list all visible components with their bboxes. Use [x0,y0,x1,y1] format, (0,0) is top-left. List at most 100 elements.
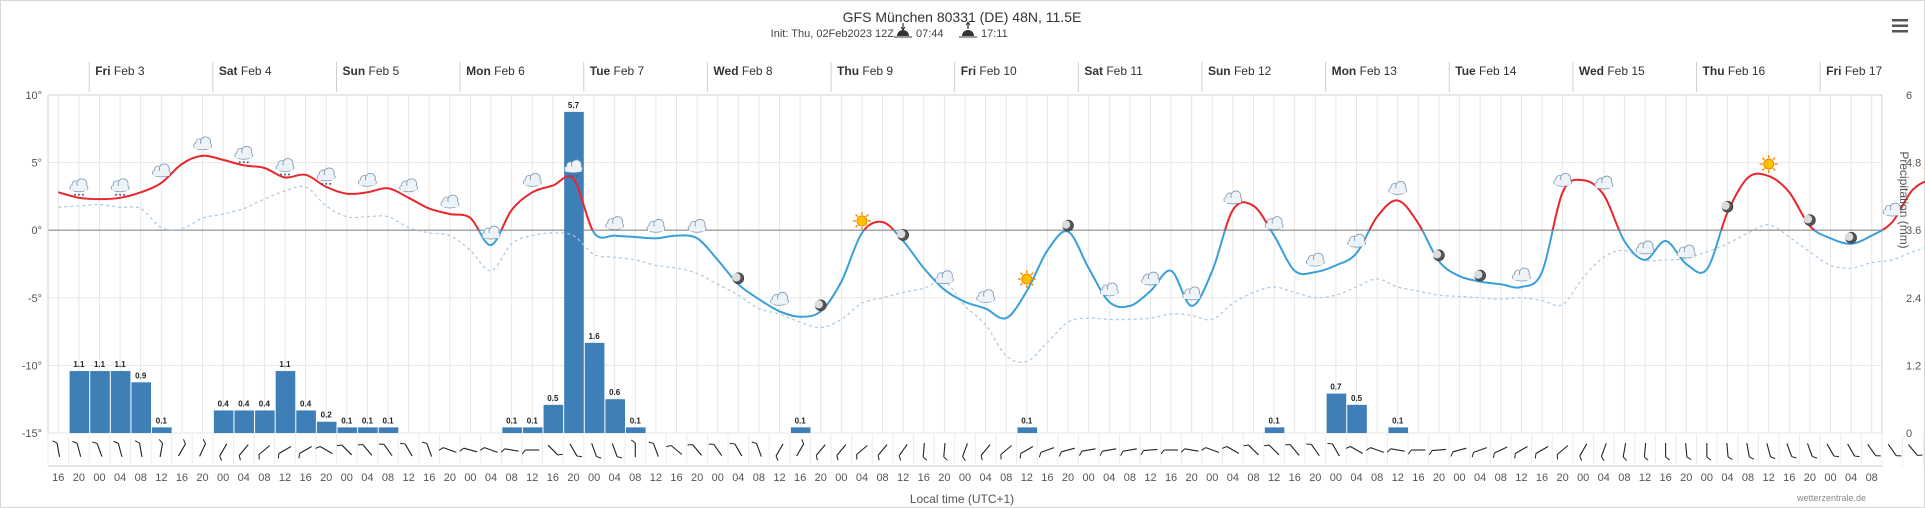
wind-arrow-icon [52,440,61,457]
cloud-icon [1099,282,1119,297]
wind-arrow-icon [687,444,703,456]
moon-icon [1473,269,1486,282]
wind-shaft [96,443,103,457]
cloud-fill [112,185,129,191]
wind-barb [459,447,464,452]
wind-arrow-icon [1907,444,1923,456]
precipitation-bar [358,427,378,433]
wind-arrow-icon [298,446,312,459]
y-axes-layer: 10° 5° 0° -5° -10° -15° 6 4.8 3.6 2.4 1.2 0 [22,90,1922,440]
precipitation-bar [1388,427,1409,433]
cloud-fill [318,174,335,180]
y-right-axis-label: Precipitation (mm) [1897,151,1911,248]
bar-data-label: 1.1 [279,360,291,369]
bar-data-label: 0.4 [218,399,230,408]
wind-shaft [796,443,805,457]
wind-arrow-icon [500,448,519,453]
wind-barb [500,448,506,453]
bar-data-label: 0.2 [321,411,333,420]
cloud-fill [1307,260,1324,266]
wind-shaft [1600,443,1607,457]
wind-barb [421,441,427,444]
wind-barb [1791,456,1797,459]
wind-arrow-icon [72,440,82,457]
wind-barb [298,453,301,459]
cloud-fill [235,153,252,159]
x-tick-label: 16 [1289,472,1301,484]
precipitation-bar [502,427,522,433]
wind-shaft [815,444,826,456]
wind-shaft [1205,447,1220,453]
y-left-tick-label: 5° [31,158,42,170]
wind-barb [378,443,385,445]
wind-shaft [1847,443,1856,457]
wind-barb [1160,449,1165,455]
cloud-icon [1182,286,1202,301]
wind-shaft [504,448,519,452]
day-label: Tue Feb 7 [590,64,645,78]
cloud-icon [1388,181,1408,195]
y-right-tick-label: 0 [1906,428,1912,440]
wind-arrow-icon [1746,443,1754,460]
wind-shaft [692,444,703,456]
sun-icon [852,211,871,230]
wind-arrow-icon [521,449,540,455]
wind-arrow-icon [962,443,968,462]
snowflake [572,174,575,177]
bar-data-label: 1.6 [589,332,601,341]
wind-barb [1749,456,1754,460]
cloud-icon [440,194,460,209]
precipitation-bar [234,410,255,433]
x-tick-label: 00 [464,472,476,484]
wind-arrow-icon [1600,443,1607,462]
x-tick-label: 12 [1021,472,1033,484]
wind-barb [729,442,735,445]
x-tick-label: 08 [1618,472,1630,484]
x-tick-label: 12 [1639,472,1651,484]
cloud-fill [1637,247,1654,253]
x-axis-label: Local time (UTC+1) [910,492,1014,506]
x-tick-label: 08 [1495,472,1507,484]
wind-barb [521,449,526,455]
snowflake [238,161,241,164]
x-tick-label: 20 [938,472,950,484]
bar-data-label: 0.1 [362,416,374,425]
x-tick-label: 12 [526,472,538,484]
wind-barb [1386,448,1392,453]
wind-arrow-icon [177,439,186,457]
wind-arrow-icon [480,447,498,453]
sun-ray [1761,157,1765,161]
moon-icon [1061,219,1074,232]
wind-shaft [278,446,292,454]
wind-arrow-icon [459,447,478,453]
wind-arrow-icon [199,439,207,457]
hamburger-menu-icon[interactable] [1892,19,1908,33]
wind-arrow-icon [258,445,271,460]
wind-barb [336,444,342,447]
cloud-icon [1141,271,1160,286]
x-tick-label: 16 [1783,472,1795,484]
wind-shaft [1226,446,1240,454]
x-tick-label: 08 [135,472,147,484]
wind-arrow-icon [591,443,602,459]
snowflake [576,174,579,177]
wind-arrow-icon [113,440,123,457]
bar-data-label: 0.1 [1269,416,1281,425]
snowflake [279,173,282,176]
wind-barb [1492,452,1495,458]
wind-barb [775,455,779,461]
wind-shaft [341,444,353,456]
wind-shaft [177,443,186,457]
wind-shaft [1248,444,1259,456]
cloud-fill [1389,188,1406,194]
wind-arrow-icon [1492,446,1508,458]
cloud-icon [1594,175,1614,190]
wind-arrow-icon [751,441,762,457]
wind-arrow-icon [219,443,228,461]
wind-arrow-icon [1726,442,1733,461]
cloud-fill [1183,293,1200,299]
x-tick-label: 08 [1000,472,1012,484]
x-tick-label: 12 [155,472,167,484]
wind-arrow-icon [1264,444,1280,456]
x-tick-label: 00 [1577,472,1589,484]
